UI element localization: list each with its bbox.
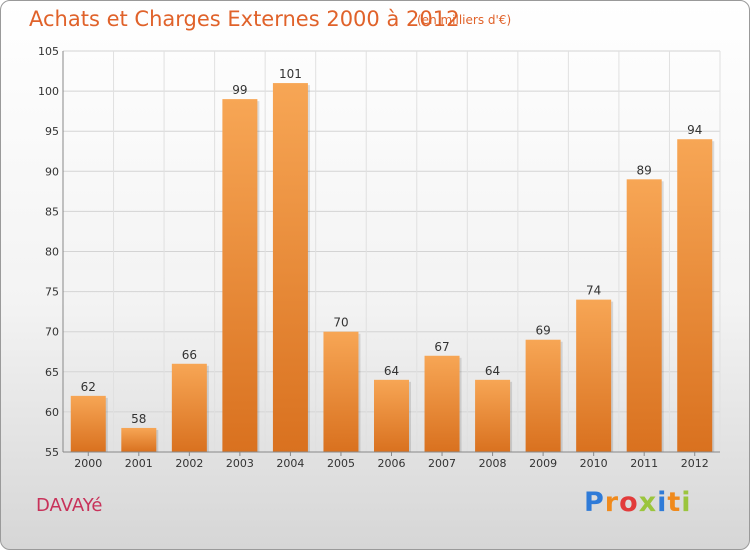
x-tick-label: 2002 bbox=[175, 457, 203, 470]
y-tick-label: 80 bbox=[45, 246, 59, 259]
value-label: 62 bbox=[81, 380, 96, 394]
chart-title: Achats et Charges Externes 2000 à 2012 bbox=[29, 7, 460, 31]
bar-2008 bbox=[475, 379, 511, 452]
value-label: 101 bbox=[279, 67, 302, 81]
x-tick-label: 2007 bbox=[428, 457, 456, 470]
bars bbox=[70, 83, 715, 453]
brand-letter: r bbox=[604, 487, 620, 518]
y-tick-label: 105 bbox=[38, 45, 59, 58]
x-tick-label: 2010 bbox=[580, 457, 608, 470]
bar-2009 bbox=[525, 339, 561, 452]
x-tick-label: 2006 bbox=[378, 457, 406, 470]
commune-name: DAVAYé bbox=[36, 495, 103, 516]
value-label: 99 bbox=[232, 83, 247, 97]
brand-letter: i bbox=[657, 487, 668, 518]
x-tick-label: 2011 bbox=[630, 457, 658, 470]
x-tick-label: 2005 bbox=[327, 457, 355, 470]
y-tick-label: 100 bbox=[38, 85, 59, 98]
brand-letter: t bbox=[667, 487, 682, 518]
labels: 55 60 65 70 75 80 85 90 95 100 105 62 2000 58 2001 66 20… bbox=[38, 45, 709, 470]
y-tick-label: 90 bbox=[45, 165, 59, 178]
y-tick-label: 75 bbox=[45, 286, 59, 299]
bar-2003 bbox=[222, 99, 258, 453]
x-tick-label: 2003 bbox=[226, 457, 254, 470]
value-label: 64 bbox=[485, 364, 500, 378]
x-tick-label: 2001 bbox=[125, 457, 153, 470]
value-label: 69 bbox=[535, 324, 550, 338]
brand-letter: i bbox=[681, 487, 692, 518]
value-label: 64 bbox=[384, 364, 399, 378]
x-tick-label: 2009 bbox=[529, 457, 557, 470]
x-tick-label: 2008 bbox=[479, 457, 507, 470]
value-label: 89 bbox=[637, 163, 652, 177]
bar-2012 bbox=[677, 139, 713, 452]
brand-letter: o bbox=[619, 487, 639, 518]
y-tick-label: 55 bbox=[45, 446, 59, 459]
value-label: 58 bbox=[131, 412, 146, 426]
x-tick-label: 2012 bbox=[681, 457, 709, 470]
bar-2000 bbox=[70, 395, 106, 452]
value-label: 94 bbox=[687, 123, 702, 137]
y-tick-label: 70 bbox=[45, 326, 59, 339]
y-tick-label: 60 bbox=[45, 406, 59, 419]
bar-2010 bbox=[576, 299, 612, 452]
bar-2006 bbox=[374, 379, 409, 452]
bar-2007 bbox=[424, 355, 460, 452]
value-label: 74 bbox=[586, 284, 601, 298]
y-tick-label: 65 bbox=[45, 366, 59, 379]
value-label: 67 bbox=[434, 340, 449, 354]
brand-logo: Proxiti bbox=[584, 487, 692, 518]
bar-2011 bbox=[626, 179, 662, 452]
bar-2005 bbox=[323, 331, 359, 452]
brand-letter: x bbox=[638, 487, 658, 518]
bar-2002 bbox=[171, 363, 207, 452]
y-tick-label: 95 bbox=[45, 125, 59, 138]
chart-unit-note: (en milliers d'€) bbox=[417, 13, 512, 27]
x-tick-label: 2000 bbox=[74, 457, 102, 470]
y-tick-label: 85 bbox=[45, 205, 59, 218]
value-label: 66 bbox=[182, 348, 197, 362]
brand-letter: P bbox=[584, 487, 605, 518]
axes bbox=[62, 51, 720, 456]
value-label: 70 bbox=[333, 316, 348, 330]
bar-2004 bbox=[272, 83, 308, 452]
x-tick-label: 2004 bbox=[276, 457, 304, 470]
bar-2001 bbox=[121, 427, 157, 452]
